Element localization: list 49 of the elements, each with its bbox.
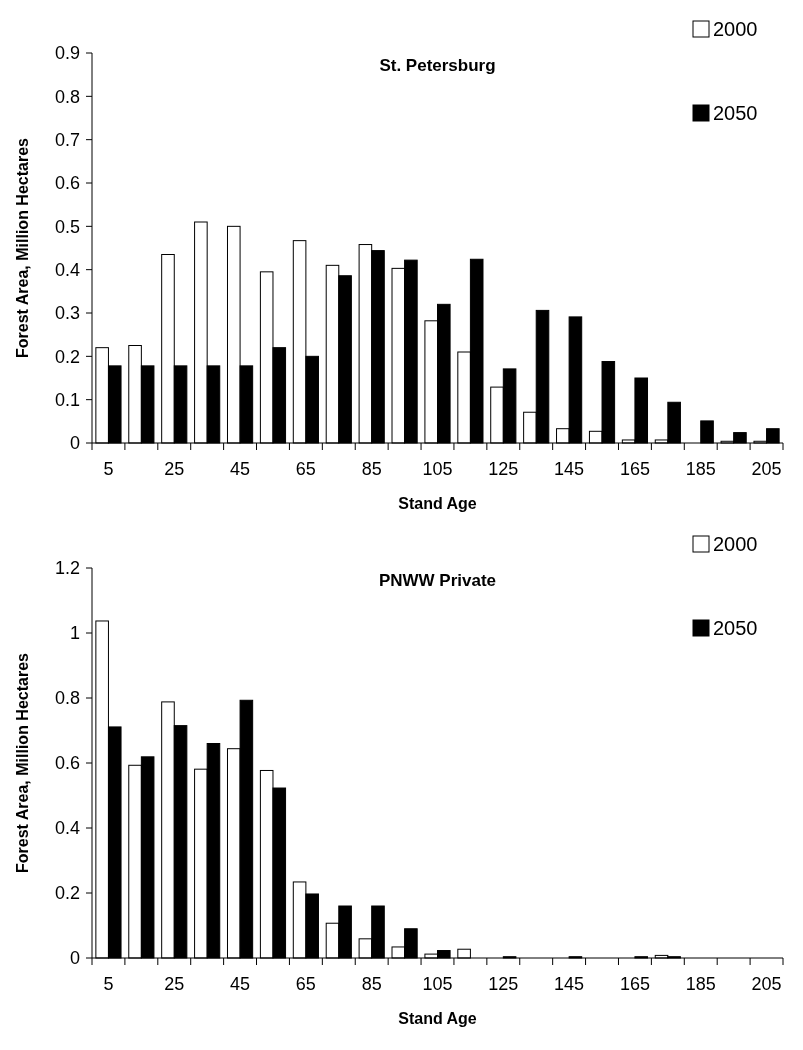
y-tick-label: 0.4 xyxy=(54,818,80,839)
chart-title: St. Petersburg xyxy=(379,56,496,75)
x-tick-label: 205 xyxy=(751,974,782,994)
x-tick-label: 165 xyxy=(619,459,650,479)
x-tick-label: 25 xyxy=(164,459,185,479)
legend-label: 2000 xyxy=(713,18,758,40)
y-axis-title: Forest Area, Million Hectares xyxy=(14,652,31,873)
y-tick-label: 0 xyxy=(69,948,80,969)
x-tick-label: 45 xyxy=(230,459,251,479)
y-tick-label: 0.2 xyxy=(54,346,80,367)
x-tick-label: 5 xyxy=(103,459,114,479)
y-tick-label: 0.3 xyxy=(54,303,80,324)
x-tick-label: 65 xyxy=(295,459,316,479)
x-tick-label: 85 xyxy=(361,974,382,994)
x-tick-label: 125 xyxy=(488,459,519,479)
x-tick-label: 205 xyxy=(751,459,782,479)
y-tick-label: 0.7 xyxy=(54,129,80,150)
legend-label: 2050 xyxy=(713,102,758,124)
y-tick-label: 1.2 xyxy=(54,558,80,579)
y-tick-label: 0 xyxy=(69,433,80,454)
y-tick-label: 0.9 xyxy=(54,43,80,64)
x-tick-label: 185 xyxy=(685,974,716,994)
x-tick-label: 105 xyxy=(422,974,453,994)
y-tick-label: 0.4 xyxy=(54,259,80,280)
x-tick-label: 125 xyxy=(488,974,519,994)
legend-label: 2050 xyxy=(713,617,758,639)
x-tick-label: 145 xyxy=(554,974,585,994)
x-axis-title: Stand Age xyxy=(398,1010,477,1027)
y-tick-label: 0.2 xyxy=(54,883,80,904)
y-tick-label: 1 xyxy=(69,623,80,644)
y-axis-title: Forest Area, Million Hectares xyxy=(14,137,31,358)
y-tick-label: 0.6 xyxy=(54,173,80,194)
x-tick-label: 25 xyxy=(164,974,185,994)
y-tick-label: 0.8 xyxy=(54,688,80,709)
x-axis-title: Stand Age xyxy=(398,495,477,512)
y-tick-label: 0.8 xyxy=(54,86,80,107)
x-tick-label: 185 xyxy=(685,459,716,479)
chart-title: PNWW Private xyxy=(378,571,497,590)
x-tick-label: 145 xyxy=(554,459,585,479)
legend-label: 2000 xyxy=(713,533,758,555)
x-tick-label: 45 xyxy=(230,974,251,994)
x-tick-label: 5 xyxy=(103,974,114,994)
y-tick-label: 0.1 xyxy=(54,389,80,410)
x-tick-label: 105 xyxy=(422,459,453,479)
y-tick-label: 0.5 xyxy=(54,216,80,237)
x-tick-label: 65 xyxy=(295,974,316,994)
x-tick-label: 165 xyxy=(619,974,650,994)
y-tick-label: 0.6 xyxy=(54,753,80,774)
x-tick-label: 85 xyxy=(361,459,382,479)
